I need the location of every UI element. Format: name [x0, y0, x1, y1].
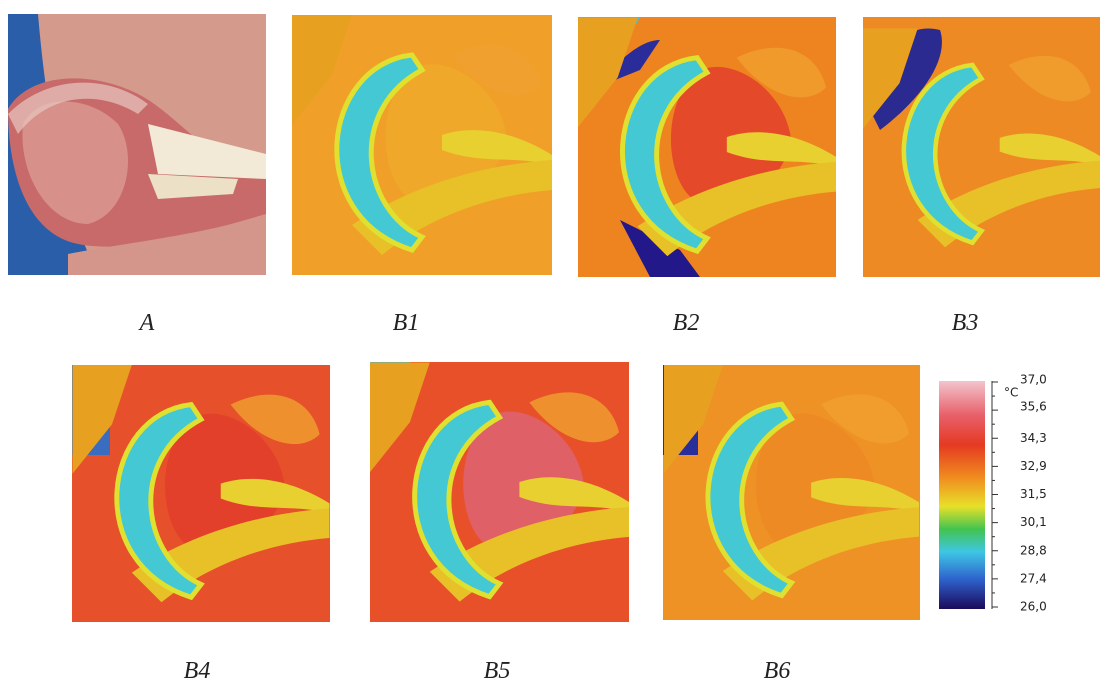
colorbar-tick-label: 34,3 [1020, 431, 1047, 445]
colorbar-tick-label: 26,0 [1020, 600, 1047, 614]
colorbar-gradient [939, 381, 985, 609]
panel-label: B1 [393, 310, 420, 336]
thermal-b1 [292, 15, 552, 275]
colorbar-tick-label: 32,9 [1020, 459, 1047, 473]
colorbar-unit: °C [1004, 386, 1018, 400]
thermal-b5 [370, 362, 629, 622]
panel-label: B5 [484, 658, 511, 681]
panel-label: B3 [952, 310, 979, 336]
figure: A B1 B2 B3 B4 B5 B6 °C 37,0 35,6 34,3 32,9 3… [0, 0, 1108, 681]
panel-label: B2 [673, 310, 700, 336]
photo [8, 14, 266, 275]
panel-label: B4 [184, 658, 211, 681]
colorbar-tick-label: 28,8 [1020, 543, 1047, 557]
thermal-b6 [663, 365, 920, 620]
panel-label: B6 [764, 658, 791, 681]
thermal-b4 [72, 365, 330, 622]
thermal-b3 [863, 17, 1100, 277]
colorbar-tick-label: 37,0 [1020, 373, 1047, 387]
colorbar: °C 37,0 35,6 34,3 32,9 31,5 30,1 28,8 27,4 26,0 [939, 373, 1047, 614]
thermal-b2 [578, 17, 836, 277]
colorbar-tick-label: 31,5 [1020, 487, 1047, 501]
colorbar-tick-label: 35,6 [1020, 400, 1047, 414]
colorbar-tick-label: 27,4 [1020, 571, 1047, 585]
panel-label: A [138, 310, 155, 336]
colorbar-tick-label: 30,1 [1020, 515, 1047, 529]
